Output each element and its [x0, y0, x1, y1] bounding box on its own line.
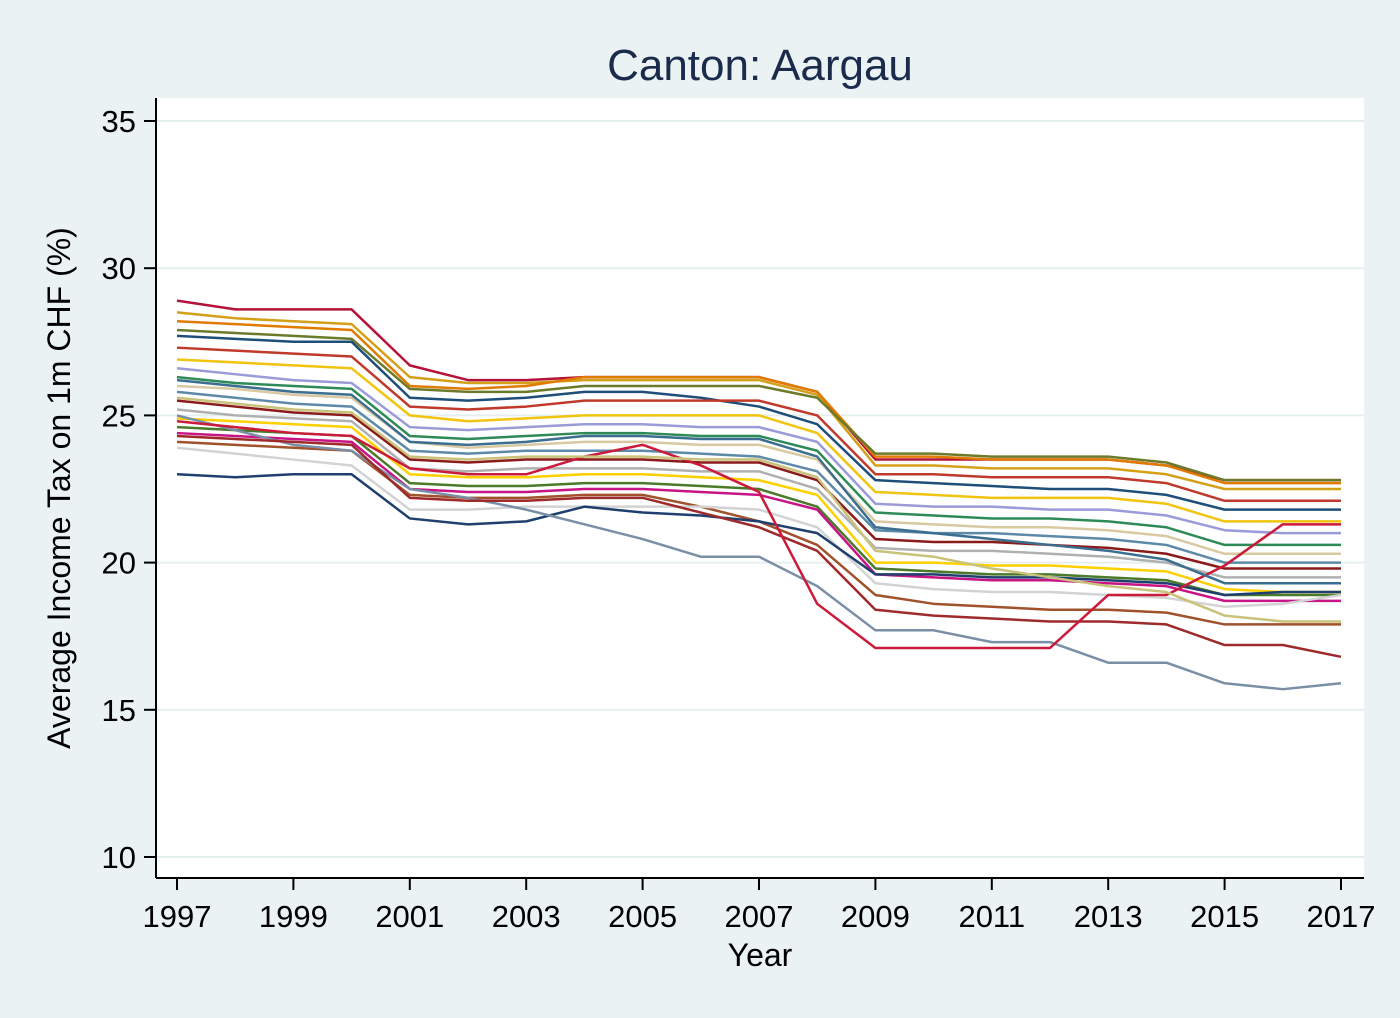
series-line: [176, 396, 1341, 623]
x-tick-label: 2011: [958, 899, 1025, 934]
series-line: [176, 346, 1341, 503]
series-line: [176, 434, 1342, 659]
x-tick-label: 2005: [608, 899, 677, 934]
series-line: [176, 420, 1341, 650]
y-tick-label: 30: [102, 251, 136, 286]
y-tick-label: 25: [102, 398, 136, 433]
series-line: [176, 446, 1342, 609]
series-line: [176, 425, 1341, 597]
series-line: [176, 473, 1341, 597]
y-tick-label: 15: [102, 693, 136, 728]
series-line: [176, 358, 1341, 523]
x-tick-label: 2001: [375, 899, 444, 934]
x-tick-label: 2013: [1074, 899, 1143, 934]
series-lines: [176, 299, 1342, 691]
x-tick-label: 2017: [1307, 899, 1376, 934]
series-line: [176, 390, 1341, 564]
y-tick-label: 35: [102, 104, 136, 139]
x-tick-label: 1997: [143, 899, 212, 934]
y-tick-label: 10: [102, 840, 136, 875]
series-line: [176, 328, 1341, 482]
series-line: [176, 311, 1341, 491]
x-tick-label: 2015: [1190, 899, 1259, 934]
series-line: [176, 375, 1341, 547]
x-tick-label: 2009: [841, 899, 910, 934]
y-tick-label: 20: [102, 546, 136, 581]
series-line: [176, 378, 1341, 585]
chart-title: Canton: Aargau: [607, 41, 913, 90]
x-axis-ticks: 1997 1999 2001 2003 2005 2007 2009 2011 2013 2015…: [143, 878, 1376, 934]
series-line: [176, 431, 1341, 603]
x-tick-label: 2003: [492, 899, 561, 934]
y-axis-ticks: 10 15 20 25 30 35: [102, 104, 156, 875]
series-line: [176, 334, 1341, 511]
x-tick-label: 1999: [259, 899, 328, 934]
y-axis-label: Average Income Tax on 1m CHF (%): [41, 227, 77, 749]
x-axis-label: Year: [728, 937, 793, 973]
x-tick-label: 2007: [725, 899, 794, 934]
series-line: [176, 384, 1341, 556]
series-line: [176, 367, 1341, 535]
series-line: [176, 399, 1341, 570]
series-line: [176, 408, 1341, 579]
series-line: [176, 417, 1341, 594]
series-line: [176, 319, 1341, 485]
